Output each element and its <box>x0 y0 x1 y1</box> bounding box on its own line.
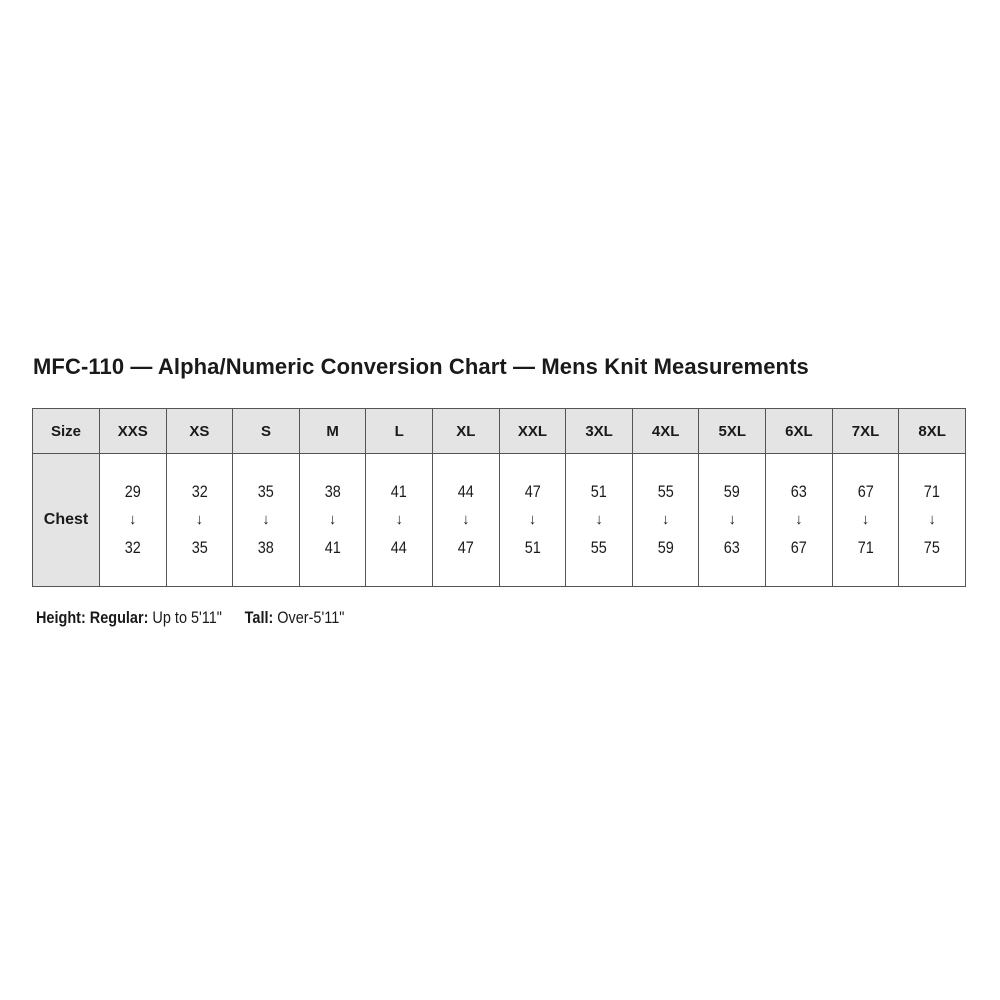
chest-cell-xl: 44 ↓ 47 <box>432 453 500 587</box>
chest-from: 38 <box>324 482 341 501</box>
chest-to: 38 <box>257 538 275 557</box>
chest-row-label: Chest <box>32 453 100 587</box>
down-arrow-icon: ↓ <box>795 511 803 528</box>
chest-cell-3xl: 51 ↓ 55 <box>565 453 633 587</box>
chest-from: 67 <box>857 482 874 501</box>
size-header-8xl: 8XL <box>898 408 966 454</box>
height-label: Height: <box>36 608 86 627</box>
regular-label: Regular: <box>89 608 149 627</box>
down-arrow-icon: ↓ <box>661 511 670 528</box>
down-arrow-icon: ↓ <box>395 511 403 528</box>
size-header-7xl: 7XL <box>831 408 900 454</box>
chest-from: 29 <box>124 482 141 501</box>
chest-from: 51 <box>591 482 608 501</box>
down-arrow-icon: ↓ <box>195 511 204 528</box>
down-arrow-icon: ↓ <box>861 511 870 528</box>
chest-to: 71 <box>857 538 874 557</box>
chest-cell-6xl: 63 ↓ 67 <box>765 453 833 587</box>
size-header-s: S <box>232 408 300 454</box>
regular-value: Up to 5'11" <box>152 608 222 627</box>
chest-to: 47 <box>457 538 474 557</box>
size-header-xs: XS <box>165 408 234 454</box>
chest-from: 47 <box>524 482 541 501</box>
chest-to: 32 <box>124 538 141 557</box>
chest-to: 51 <box>524 538 541 557</box>
size-header-4xl: 4XL <box>631 408 700 454</box>
chest-to: 44 <box>391 538 408 557</box>
down-arrow-icon: ↓ <box>129 511 137 528</box>
down-arrow-icon: ↓ <box>528 511 537 528</box>
chest-from: 41 <box>391 482 408 501</box>
chest-to: 63 <box>724 538 741 557</box>
down-arrow-icon: ↓ <box>262 511 270 528</box>
chest-cell-l: 41 ↓ 44 <box>365 453 434 587</box>
chest-cell-s: 35 ↓ 38 <box>232 453 300 587</box>
chest-to: 67 <box>790 538 807 557</box>
chest-cell-5xl: 59 ↓ 63 <box>698 453 767 587</box>
chest-cell-4xl: 55 ↓ 59 <box>631 453 700 587</box>
chart-title: MFC-110 — Alpha/Numeric Conversion Chart… <box>33 354 809 379</box>
down-arrow-icon: ↓ <box>595 511 603 528</box>
size-header-6xl: 6XL <box>765 408 833 454</box>
down-arrow-icon: ↓ <box>928 511 936 528</box>
chest-from: 35 <box>257 482 275 501</box>
down-arrow-icon: ↓ <box>728 511 737 528</box>
chest-from: 55 <box>657 482 674 501</box>
chest-to: 75 <box>924 538 941 557</box>
chest-cell-7xl: 67 ↓ 71 <box>831 453 900 587</box>
chest-cell-xxs: 29 ↓ 32 <box>99 453 167 587</box>
size-header-3xl: 3XL <box>565 408 633 454</box>
chest-cell-xs: 32 ↓ 35 <box>165 453 234 587</box>
chest-cell-8xl: 71 ↓ 75 <box>898 453 966 587</box>
down-arrow-icon: ↓ <box>328 511 337 528</box>
size-header-xxl: XXL <box>498 408 567 454</box>
size-header-l: L <box>365 408 434 454</box>
chest-to: 35 <box>191 538 208 557</box>
chest-to: 55 <box>591 538 608 557</box>
down-arrow-icon: ↓ <box>462 511 470 528</box>
chest-cell-xxl: 47 ↓ 51 <box>498 453 567 587</box>
size-header-xl: XL <box>432 408 500 454</box>
chest-to: 59 <box>657 538 674 557</box>
size-header-row: Size XXS XS S M L XL XXL 3XL 4XL 5XL 6XL 7XL 8XL <box>32 408 966 454</box>
size-header-m: M <box>298 408 367 454</box>
size-header-5xl: 5XL <box>698 408 767 454</box>
tall-value: Over-5'11" <box>277 608 345 627</box>
chest-row: Chest 29 ↓ 32 32 ↓ 35 35 ↓ 38 38 ↓ 41 41 ↓ 44 44 ↓ 47 47 ↓ 5… <box>32 453 966 587</box>
chest-from: 59 <box>724 482 741 501</box>
height-note: Height: Regular: Up to 5'11" Tall: Over-… <box>36 608 344 628</box>
size-header-label: Size <box>32 408 100 454</box>
size-header-xxs: XXS <box>99 408 167 454</box>
tall-label: Tall: <box>244 608 274 627</box>
chest-from: 32 <box>191 482 208 501</box>
chest-from: 71 <box>924 482 941 501</box>
chest-cell-m: 38 ↓ 41 <box>298 453 367 587</box>
chest-from: 63 <box>790 482 807 501</box>
chest-from: 44 <box>457 482 474 501</box>
chest-to: 41 <box>324 538 341 557</box>
size-conversion-table: Size XXS XS S M L XL XXL 3XL 4XL 5XL 6XL 7XL 8XL Che… <box>32 408 966 587</box>
